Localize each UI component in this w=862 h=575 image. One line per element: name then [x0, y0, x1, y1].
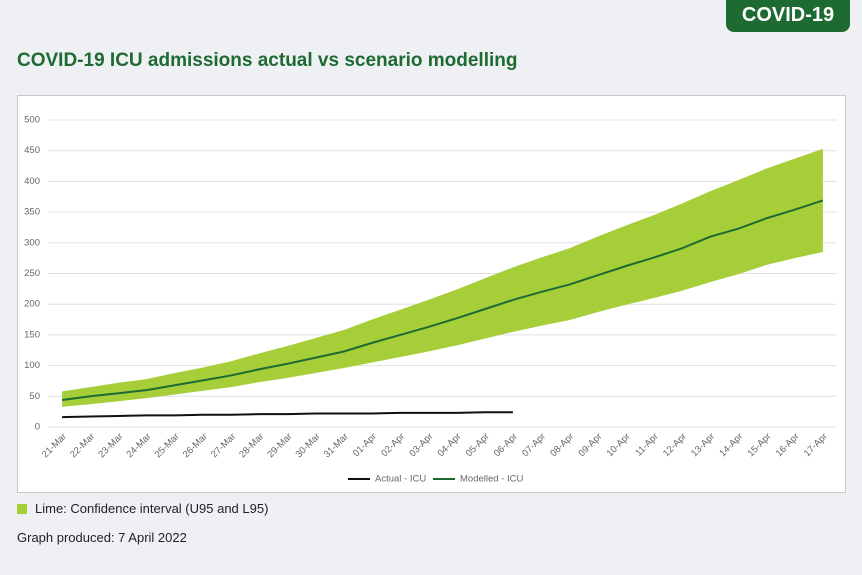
- legend-label: Actual - ICU: [375, 474, 426, 485]
- legend-label: Modelled - ICU: [460, 474, 523, 485]
- band-note-text: Lime: Confidence interval (U95 and L95): [35, 501, 269, 516]
- chart-title: COVID-19 ICU admissions actual vs scenar…: [17, 50, 518, 71]
- y-tick-label: 250: [24, 268, 40, 279]
- series-line: [61, 199, 824, 401]
- y-tick-label: 50: [29, 391, 40, 402]
- produced: Graph produced: 7 April 2022: [17, 530, 187, 545]
- y-tick-label: 450: [24, 145, 40, 156]
- badge: COVID-19: [726, 0, 850, 32]
- chart-frame: [17, 95, 846, 493]
- y-tick-label: 0: [35, 422, 40, 433]
- band-note: Lime: Confidence interval (U95 and L95): [17, 501, 268, 516]
- y-tick-label: 500: [24, 115, 40, 126]
- y-tick-label: 300: [24, 237, 40, 248]
- series-line: [62, 411, 513, 419]
- y-tick-label: 200: [24, 299, 40, 310]
- confidence-band: [62, 148, 823, 407]
- y-tick-label: 100: [24, 360, 40, 371]
- y-tick-label: 350: [24, 207, 40, 218]
- y-tick-label: 150: [24, 329, 40, 340]
- band-swatch: [17, 504, 27, 514]
- y-tick-label: 400: [24, 176, 40, 187]
